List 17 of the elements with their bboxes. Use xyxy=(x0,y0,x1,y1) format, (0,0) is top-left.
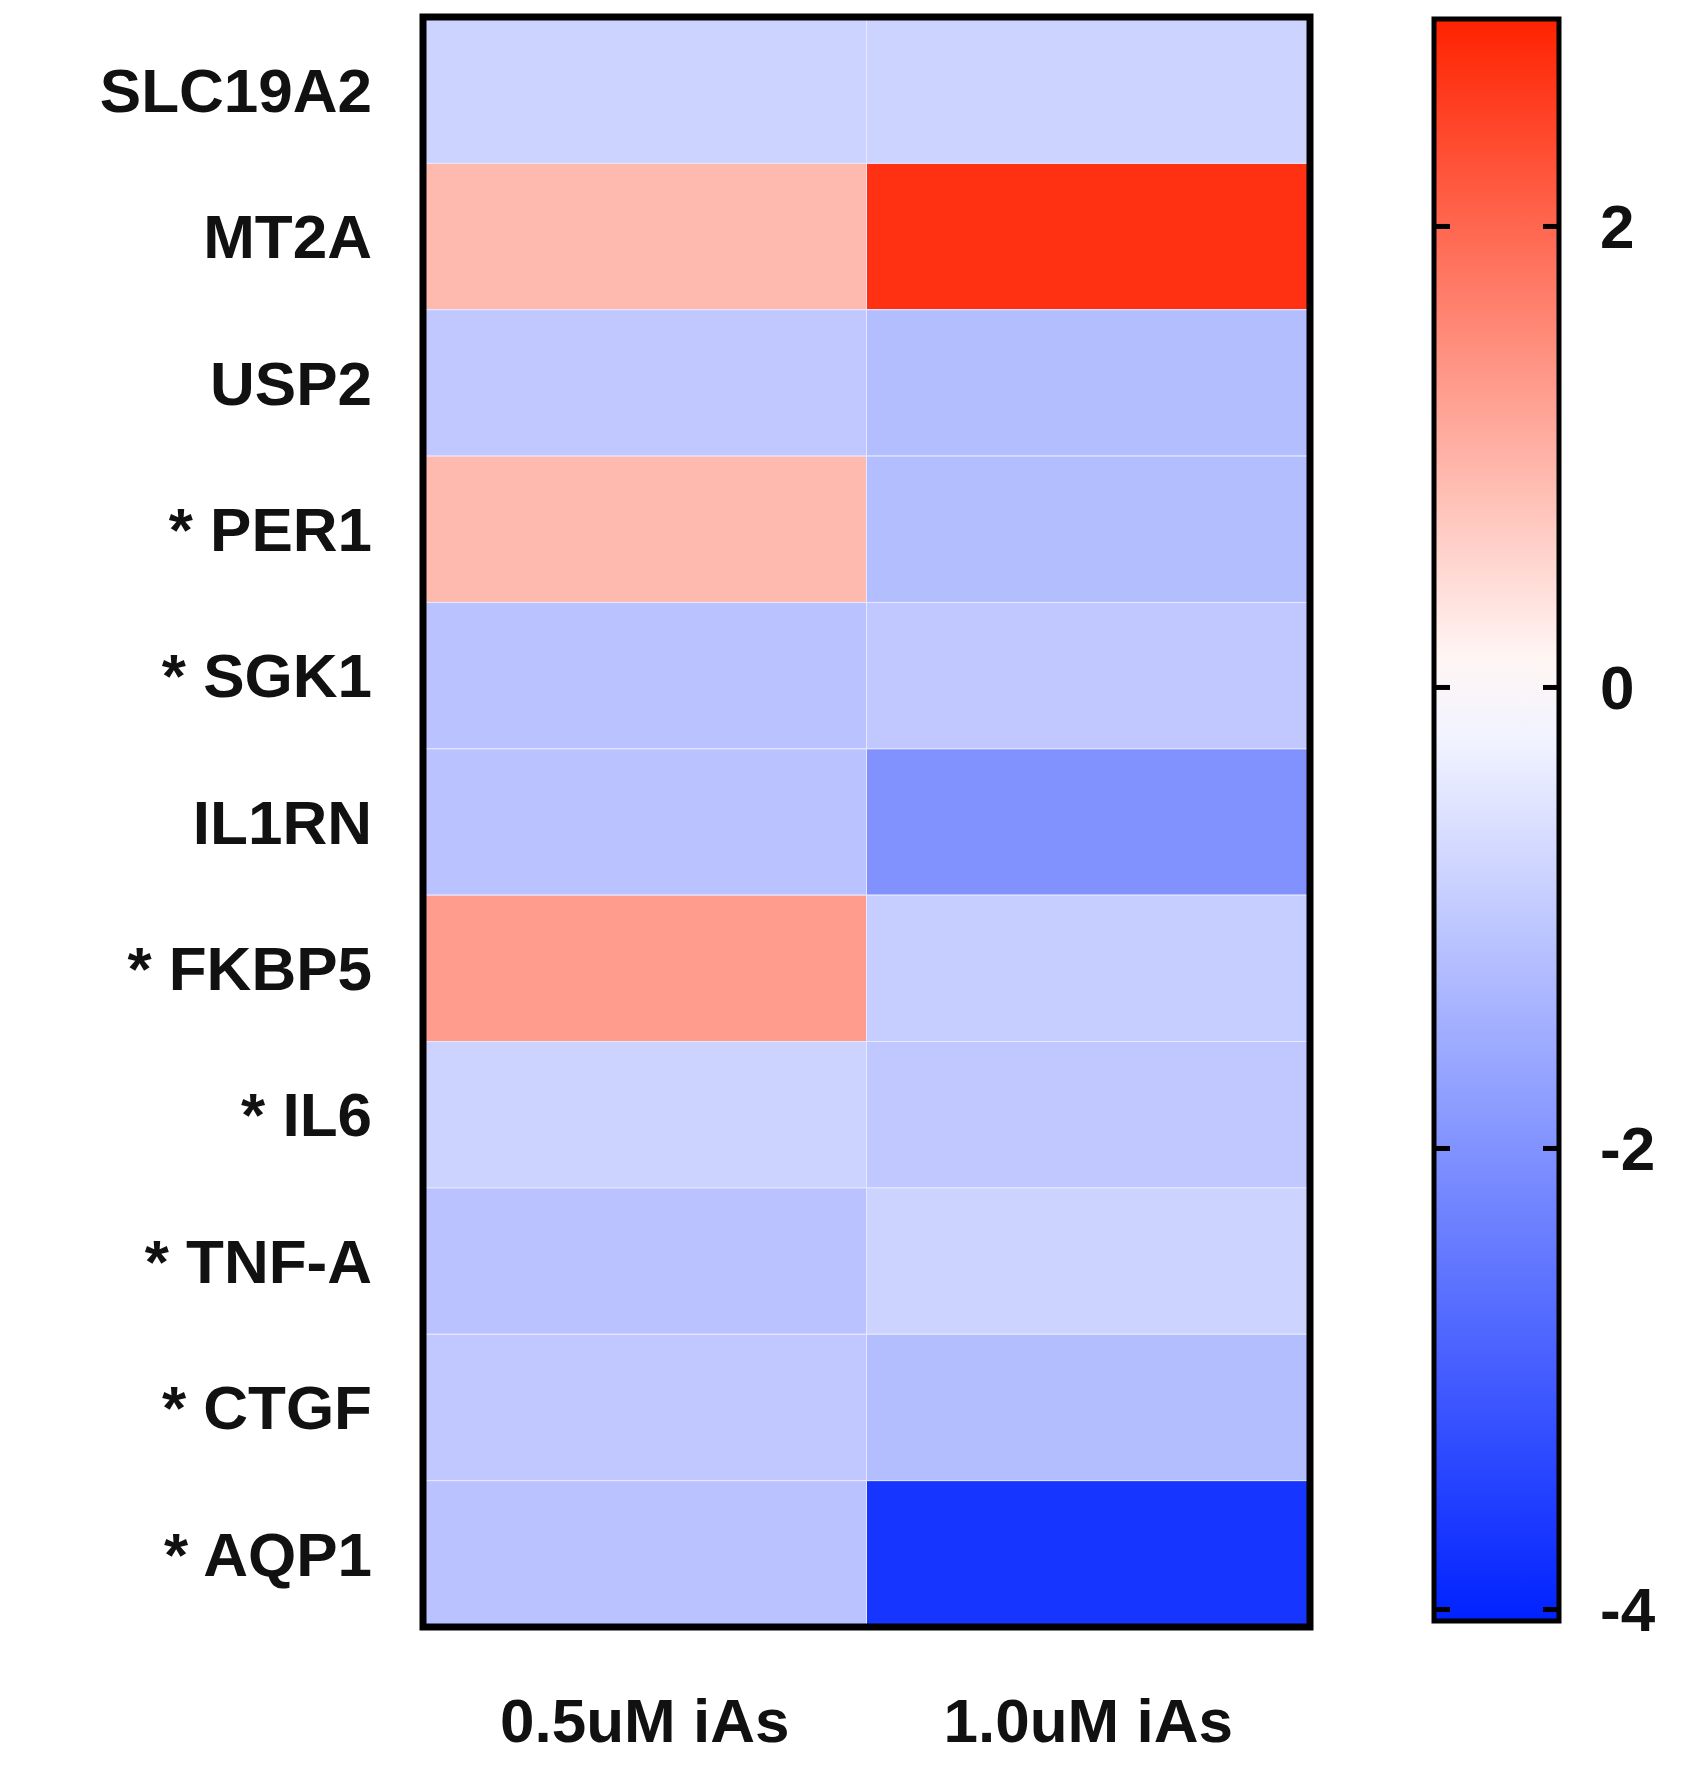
color-bar-label: 2 xyxy=(1600,192,1635,262)
y-tick-label: * IL6 xyxy=(241,1080,372,1150)
x-tick-label: 1.0uM iAs xyxy=(943,1686,1233,1755)
y-tick-label: * CTGF xyxy=(161,1373,372,1443)
y-tick-label: * PER1 xyxy=(168,494,372,564)
y-tick-label: * AQP1 xyxy=(164,1519,372,1589)
y-tick-label: IL1RN xyxy=(192,787,372,857)
y-tick-label: USP2 xyxy=(210,348,372,418)
y-tick-label: * TNF-A xyxy=(144,1226,372,1296)
y-tick-label: MT2A xyxy=(203,202,372,272)
color-bar-label: -2 xyxy=(1600,1114,1656,1184)
y-tick-label: * SGK1 xyxy=(161,641,372,711)
y-tick-label: SLC19A2 xyxy=(99,55,372,125)
color-bar-label: 0 xyxy=(1600,653,1635,723)
y-tick-label: * FKBP5 xyxy=(127,934,372,1004)
x-tick-label: 0.5uM iAs xyxy=(500,1686,790,1755)
color-bar-label: -4 xyxy=(1600,1575,1656,1645)
